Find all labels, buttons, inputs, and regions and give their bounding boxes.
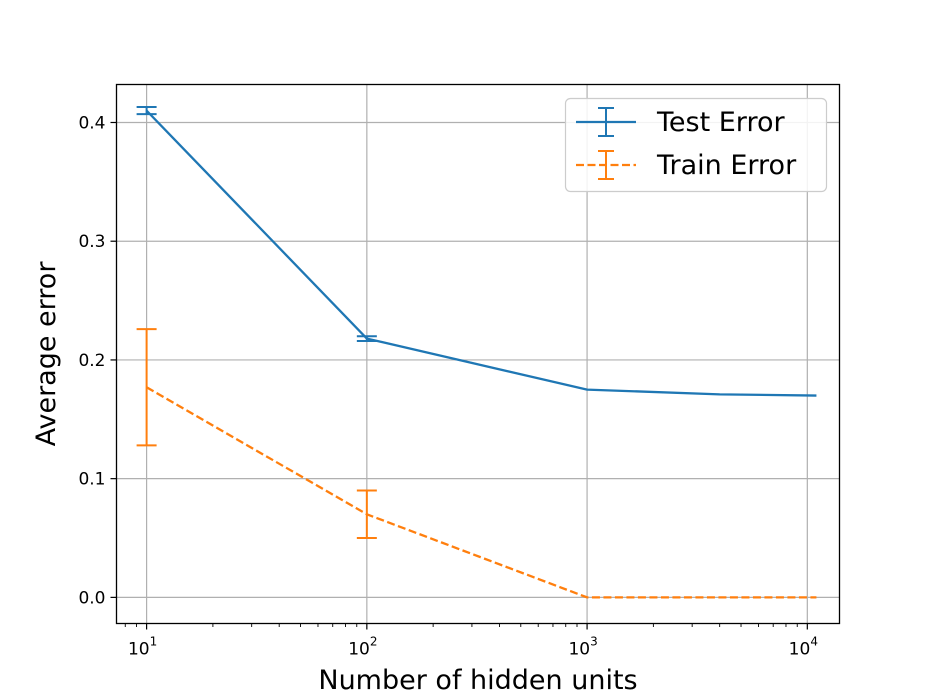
error-bar xyxy=(356,335,377,342)
x-axis-title: Number of hidden units xyxy=(318,665,637,696)
error-bar xyxy=(356,489,377,540)
x-axis: 101 102 103 104 xyxy=(124,623,818,660)
x-tick-label-exponent: 2 xyxy=(370,635,378,649)
x-tick-label: 102 xyxy=(348,635,377,660)
series-train-error xyxy=(136,328,817,599)
legend-entry: Test Error xyxy=(576,107,785,138)
series-test-error xyxy=(136,106,817,397)
y-tick-label: 0.1 xyxy=(78,470,105,490)
y-tick-label: 0.0 xyxy=(78,588,105,608)
legend-label: Train Error xyxy=(656,150,797,181)
x-tick-label-exponent: 1 xyxy=(150,635,158,649)
error-bar xyxy=(136,106,157,116)
x-tick-label-base: 10 xyxy=(128,640,150,660)
x-tick-label-base: 10 xyxy=(348,640,370,660)
x-tick-label-base: 10 xyxy=(789,640,811,660)
y-tick-label: 0.4 xyxy=(78,113,105,133)
plot-frame xyxy=(115,83,841,625)
series-line xyxy=(146,386,817,599)
y-axis-title: Average error xyxy=(31,261,62,447)
legend-entry: Train Error xyxy=(576,150,797,181)
x-tick-label-exponent: 3 xyxy=(590,635,598,649)
x-tick-label-exponent: 4 xyxy=(810,635,818,649)
x-tick-label: 104 xyxy=(789,635,818,660)
legend-label: Test Error xyxy=(656,107,785,138)
error-bar xyxy=(136,328,157,447)
y-axis: 0.0 0.1 0.2 0.3 0.4 xyxy=(78,113,117,608)
series-layer xyxy=(136,106,817,599)
y-tick-label: 0.2 xyxy=(78,351,105,371)
series-line xyxy=(145,109,817,397)
x-tick-label: 103 xyxy=(568,635,597,660)
legend: Test Error Train Error xyxy=(564,97,828,193)
x-tick-label-base: 10 xyxy=(568,640,590,660)
y-tick-label: 0.3 xyxy=(78,232,105,252)
x-tick-label: 101 xyxy=(128,635,157,660)
